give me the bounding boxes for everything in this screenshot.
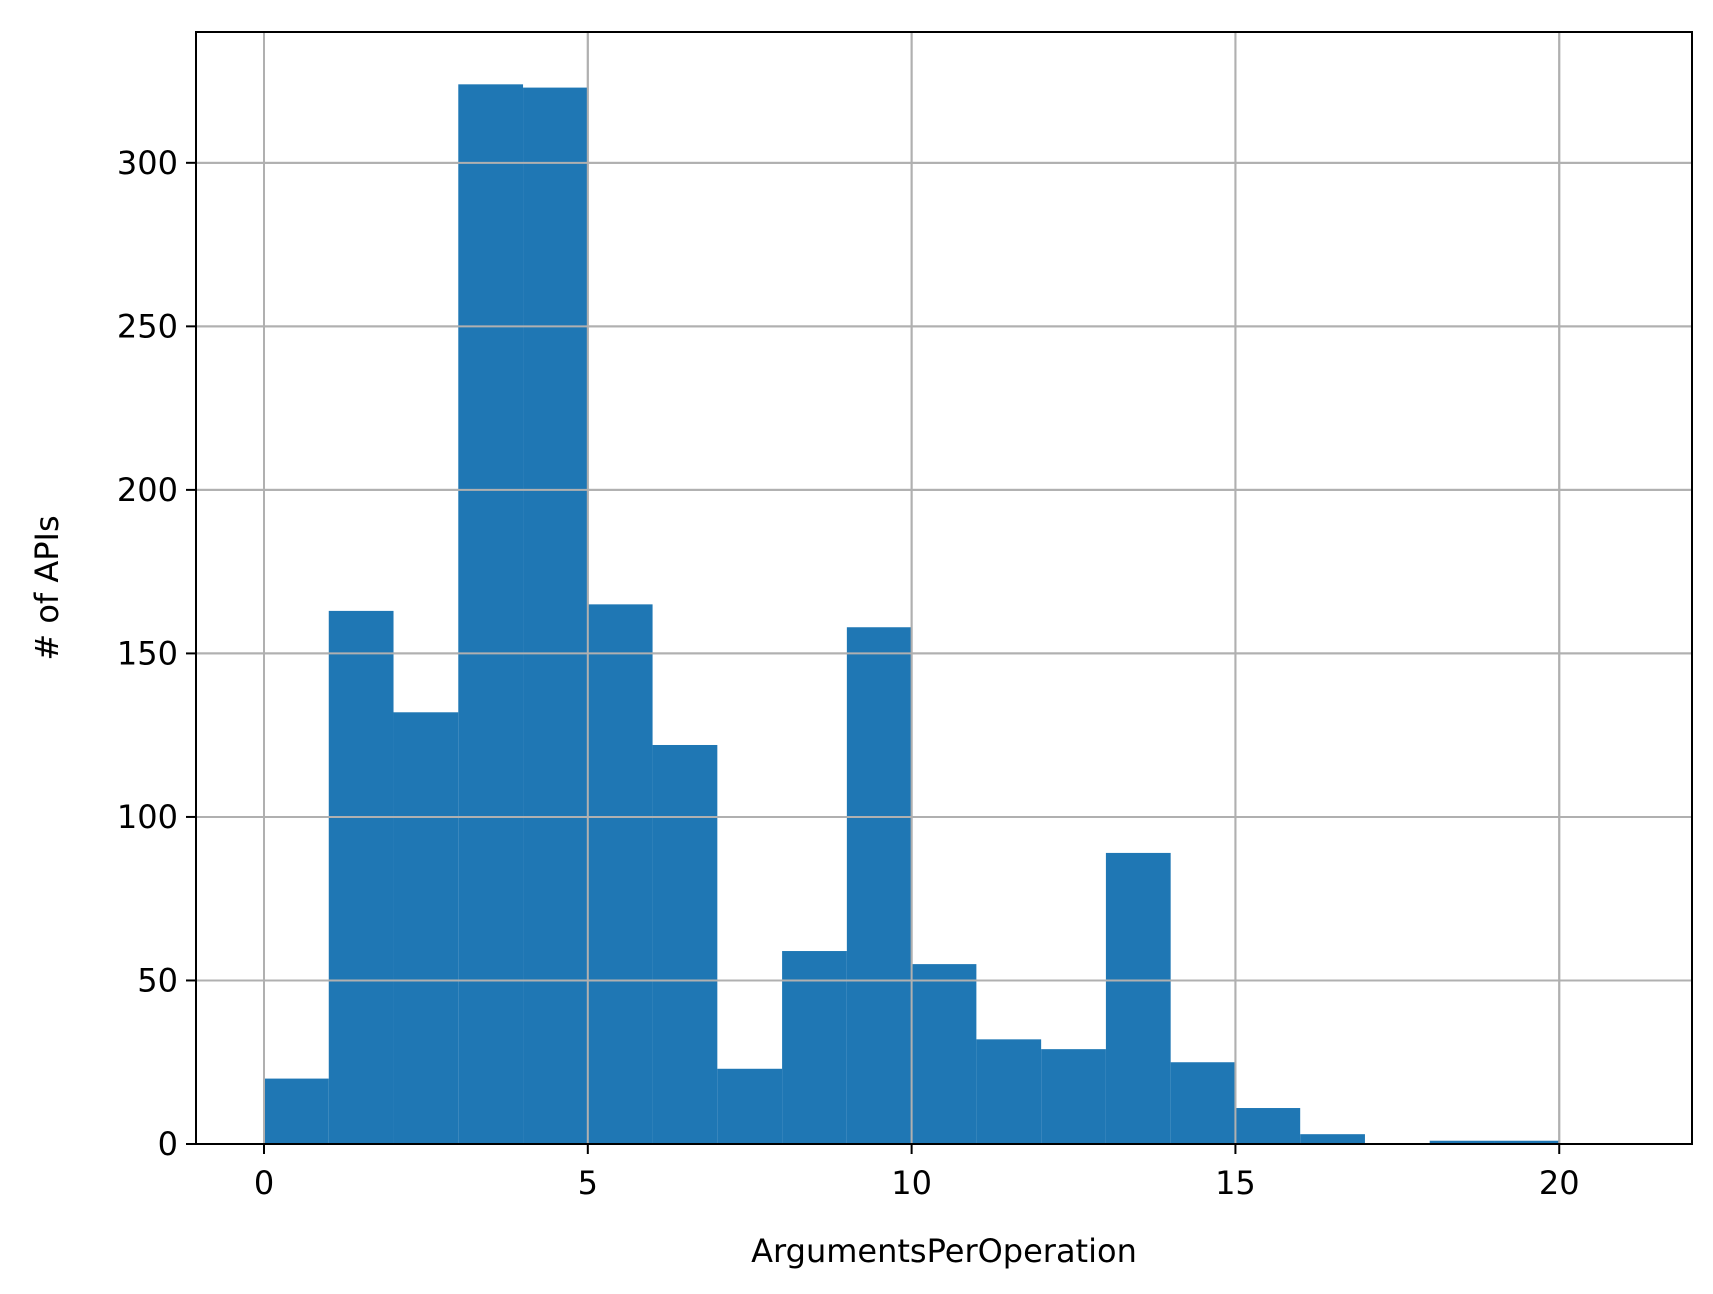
y-tick-label: 300 [117,144,178,182]
histogram-bar [587,604,653,1144]
histogram-bar [976,1039,1042,1144]
histogram-bar [393,712,459,1144]
histogram-bar [1429,1140,1495,1144]
histogram-bar [1300,1134,1365,1144]
y-tick-label: 50 [137,961,178,999]
y-tick-label: 0 [158,1125,178,1163]
histogram-bar [523,87,588,1145]
histogram-bar [911,964,977,1144]
y-tick-label: 200 [117,471,178,509]
histogram-bar [264,1078,329,1144]
histogram-bar [1494,1140,1560,1144]
histogram-bar [652,744,718,1144]
y-tick-label: 150 [117,634,178,672]
x-tick-label: 10 [891,1164,932,1202]
histogram-bar [717,1068,783,1144]
y-tick-label: 250 [117,307,178,345]
plot-frame [195,31,1693,1145]
histogram-bar [1235,1108,1301,1144]
x-tick-label: 15 [1215,1164,1256,1202]
histogram-bar [1041,1049,1106,1144]
x-tick-label: 20 [1539,1164,1580,1202]
y-axis-label: # of APIs [28,515,66,660]
x-tick-label: 5 [578,1164,598,1202]
bars [196,32,1692,1145]
grid-lines-overlay [196,32,1692,1145]
histogram-bar [1105,852,1171,1144]
x-axis-label: ArgumentsPerOperation [751,1232,1137,1270]
y-tick-label: 100 [117,798,178,836]
histogram-bar [1170,1062,1236,1144]
histogram-bar [846,627,912,1144]
histogram-bar [782,951,847,1144]
x-tick-label: 0 [254,1164,274,1202]
histogram-bar [328,610,394,1144]
histogram-bar [458,84,524,1144]
